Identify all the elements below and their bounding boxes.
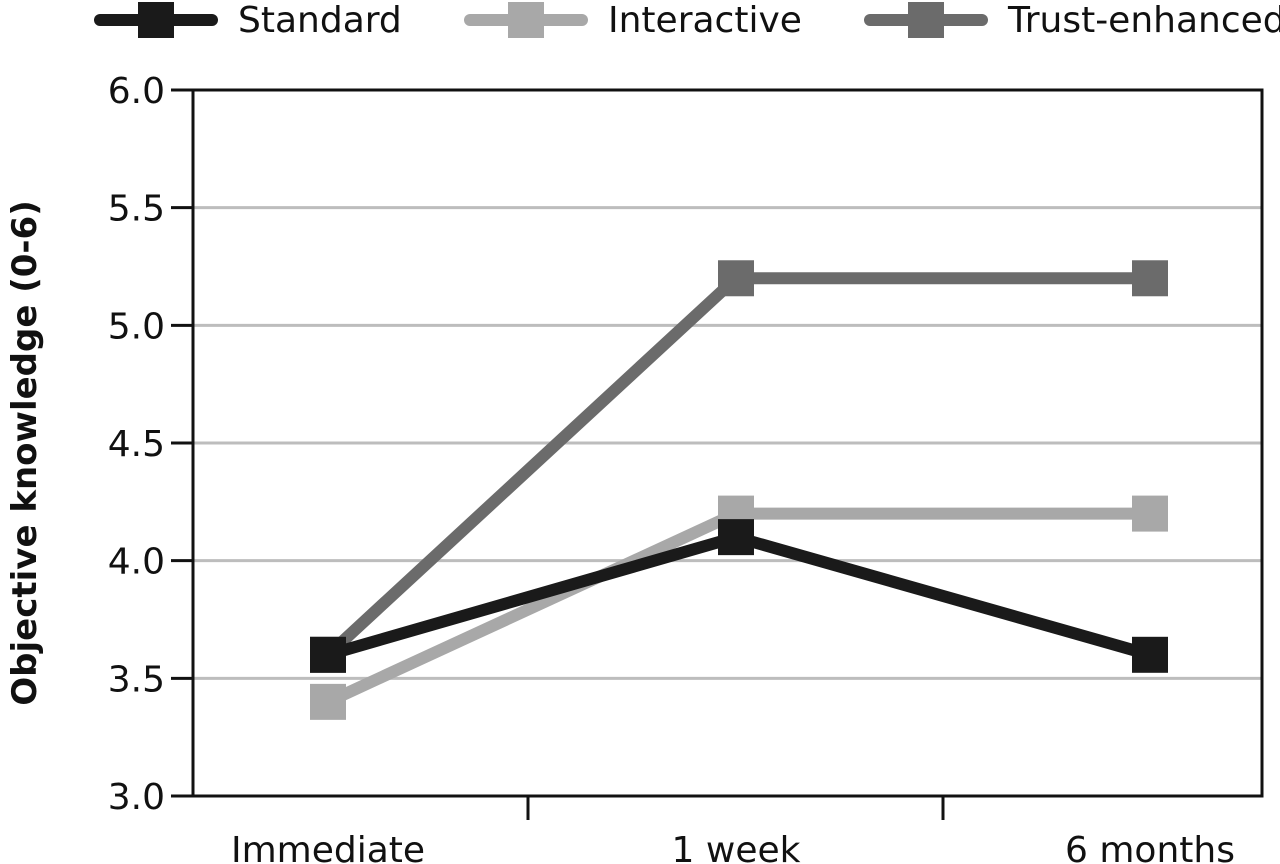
data-point xyxy=(310,683,346,720)
x-axis-ticks: Immediate 1 week 6 months xyxy=(231,796,1235,864)
y-tick-label: 4.5 xyxy=(108,424,165,465)
y-tick-label: 3.0 xyxy=(108,777,165,818)
data-point xyxy=(310,636,346,673)
series-trust-enhanced xyxy=(310,260,1168,673)
legend-marker xyxy=(508,2,544,38)
legend-marker xyxy=(908,2,944,38)
legend: Standard Interactive Trust-enhanced xyxy=(94,0,1280,41)
legend-label: Standard xyxy=(238,0,402,41)
series-standard xyxy=(310,519,1168,673)
data-point xyxy=(1132,636,1168,673)
x-tick-label: 1 week xyxy=(672,830,801,864)
series-line xyxy=(323,272,1150,660)
legend-entry: Standard xyxy=(94,0,402,41)
data-point xyxy=(718,519,754,556)
y-tick-label: 5.0 xyxy=(108,306,165,347)
x-tick-label: 6 months xyxy=(1065,830,1235,864)
legend-marker xyxy=(138,2,174,38)
legend-entry: Interactive xyxy=(464,0,802,41)
data-point xyxy=(718,260,754,297)
y-tick-label: 4.0 xyxy=(108,542,165,583)
y-axis-ticks: 3.0 3.5 4.0 4.5 5.0 5.5 6.0 xyxy=(108,71,193,818)
x-tick-label: Immediate xyxy=(231,830,425,864)
legend-label: Interactive xyxy=(608,0,802,41)
data-point xyxy=(1132,260,1168,297)
y-axis-label: Objective knowledge (0-6) xyxy=(5,200,45,705)
y-tick-label: 6.0 xyxy=(108,71,165,112)
series-group xyxy=(310,260,1168,720)
y-tick-label: 5.5 xyxy=(108,189,165,230)
legend-entry: Trust-enhanced xyxy=(864,0,1280,41)
y-tick-label: 3.5 xyxy=(108,659,165,700)
legend-label: Trust-enhanced xyxy=(1007,0,1280,41)
data-point xyxy=(1132,495,1168,532)
